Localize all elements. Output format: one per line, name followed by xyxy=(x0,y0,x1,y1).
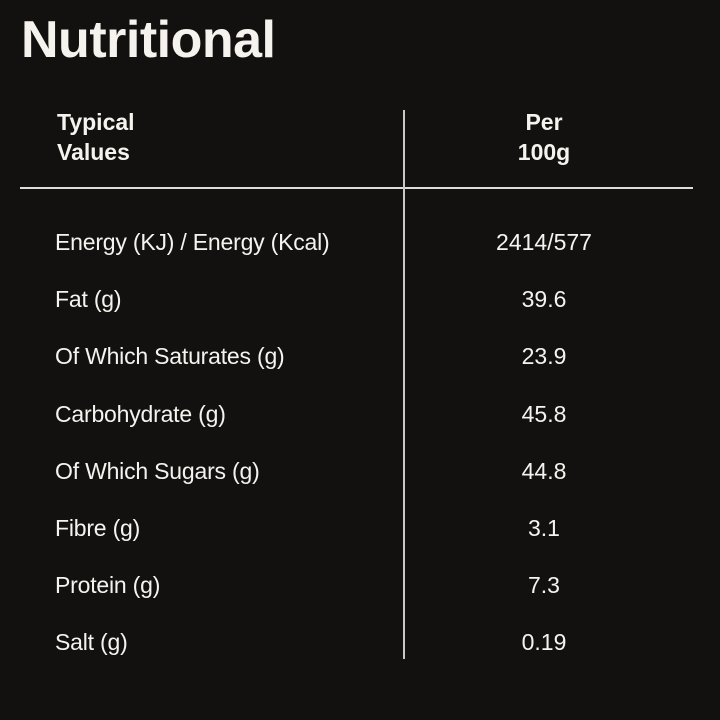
table-row: Of Which Sugars (g) 44.8 xyxy=(0,443,720,500)
table-row: Of Which Saturates (g) 23.9 xyxy=(0,328,720,385)
nutrition-table: Energy (KJ) / Energy (Kcal) 2414/577 Fat… xyxy=(0,214,720,672)
nutrient-label: Of Which Saturates (g) xyxy=(55,343,285,370)
page-title: Nutritional xyxy=(21,11,276,69)
table-row: Salt (g) 0.19 xyxy=(0,614,720,671)
vertical-divider xyxy=(403,110,405,659)
table-row: Carbohydrate (g) 45.8 xyxy=(0,386,720,443)
nutrient-value: 39.6 xyxy=(521,286,567,313)
nutrient-label: Fibre (g) xyxy=(55,515,141,542)
nutrient-label: Salt (g) xyxy=(55,629,128,656)
nutrient-value: 2414/577 xyxy=(496,229,592,256)
column-header-per-100g: Per 100g xyxy=(517,109,571,165)
nutrient-value: 44.8 xyxy=(521,457,567,484)
horizontal-divider xyxy=(20,187,693,189)
table-row: Energy (KJ) / Energy (Kcal) 2414/577 xyxy=(0,214,720,271)
nutrient-value: 23.9 xyxy=(521,343,567,370)
table-row: Fibre (g) 3.1 xyxy=(0,500,720,557)
table-row: Protein (g) 7.3 xyxy=(0,557,720,614)
nutrient-value: 3.1 xyxy=(528,515,560,542)
nutrient-value: 45.8 xyxy=(521,400,567,427)
nutrient-label: Protein (g) xyxy=(55,572,161,599)
column-header-typical-values: Typical Values xyxy=(57,109,135,165)
nutrient-label: Energy (KJ) / Energy (Kcal) xyxy=(55,229,330,256)
nutrient-label: Fat (g) xyxy=(55,286,122,313)
nutrient-value: 7.3 xyxy=(528,572,560,599)
table-row: Fat (g) 39.6 xyxy=(0,271,720,328)
nutrient-value: 0.19 xyxy=(521,629,567,656)
nutrient-label: Of Which Sugars (g) xyxy=(55,457,260,484)
nutrient-label: Carbohydrate (g) xyxy=(55,400,226,427)
